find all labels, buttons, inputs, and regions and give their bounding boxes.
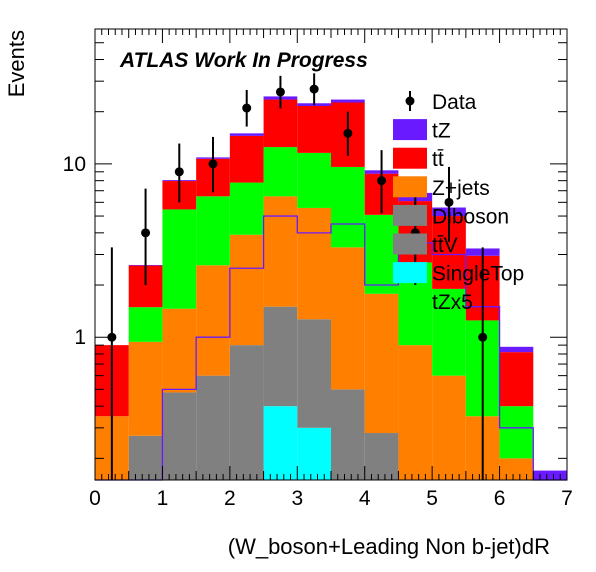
data-point xyxy=(377,176,387,186)
x-tick-label: 0 xyxy=(89,487,101,510)
legend-swatch-diboson xyxy=(393,204,427,226)
bar-green-2 xyxy=(162,209,197,309)
bar-diboson-1 xyxy=(128,435,163,480)
legend-label-zjets: Z+jets xyxy=(432,177,490,200)
bar-tt-4 xyxy=(229,135,264,183)
bar-z-jets-12 xyxy=(499,458,534,480)
legend-label-tzx5: tZx5 xyxy=(432,291,473,314)
legend-label-data: Data xyxy=(432,91,477,114)
bar-diboson-6 xyxy=(297,319,331,428)
stack-layer xyxy=(95,96,567,480)
bar-green-10 xyxy=(432,288,466,376)
bar-z-jets-1 xyxy=(128,341,163,436)
bar-tt-12 xyxy=(499,352,534,407)
x-axis-label: (W_boson+Leading Non b-jet)dR xyxy=(228,534,550,559)
bar-green-8 xyxy=(364,214,399,294)
legend-swatch-singletop xyxy=(393,262,427,284)
bar-z-jets-6 xyxy=(297,207,331,320)
tzx5-line xyxy=(95,215,567,481)
data-point xyxy=(309,84,319,94)
x-tick-label: 4 xyxy=(359,487,371,510)
bar-diboson-8 xyxy=(364,433,399,480)
x-tick-label: 7 xyxy=(561,487,573,510)
axes-layer: 0 1 2 3 4 5 6 7 1 10 xyxy=(63,28,573,510)
bar-green-6 xyxy=(297,152,331,208)
legend-swatch-zjets xyxy=(393,176,427,198)
bar-z-jets-9 xyxy=(398,345,433,480)
bar-tz-12 xyxy=(499,346,534,353)
legend-marker-data xyxy=(405,96,415,106)
bar-z-jets-5 xyxy=(263,196,298,307)
data-point xyxy=(208,159,218,169)
x-tick-label: 2 xyxy=(224,487,236,510)
bar-singletop-6 xyxy=(297,427,331,480)
bar-diboson-7 xyxy=(331,389,365,480)
x-tick-label: 1 xyxy=(157,487,169,510)
data-point xyxy=(141,228,151,238)
legend-label-tz: tZ xyxy=(432,120,451,143)
data-point xyxy=(478,332,488,342)
data-point xyxy=(343,128,353,138)
x-tick-label: 5 xyxy=(426,487,438,510)
bar-z-jets-4 xyxy=(229,234,264,346)
bar-tt-6 xyxy=(297,106,331,153)
bar-z-jets-2 xyxy=(162,308,197,393)
atlas-label: ATLAS Work In Progress xyxy=(119,49,368,72)
x-tick-label: 3 xyxy=(291,487,303,510)
data-point xyxy=(444,197,454,207)
bar-green-12 xyxy=(499,406,534,459)
tzx5-layer xyxy=(95,215,567,481)
bar-diboson-5 xyxy=(263,306,298,407)
text-layer: ATLAS Work In Progress (W_boson+Leading … xyxy=(4,30,550,559)
legend-label-tt: tt̄ xyxy=(432,148,444,171)
y-tick-label: 10 xyxy=(63,153,86,176)
legend-swatch-tz xyxy=(393,119,427,141)
legend-label-diboson: Diboson xyxy=(432,205,509,228)
bar-z-jets-7 xyxy=(331,247,365,390)
bar-green-3 xyxy=(196,196,230,266)
bar-green-4 xyxy=(229,182,264,235)
legend-swatch-ttv xyxy=(393,233,427,255)
bar-green-5 xyxy=(263,147,298,197)
bar-diboson-3 xyxy=(196,375,230,480)
bar-tz-13 xyxy=(533,470,567,480)
bar-singletop-5 xyxy=(263,406,298,480)
data-point xyxy=(174,167,184,177)
bar-z-jets-3 xyxy=(196,265,230,376)
bar-z-jets-8 xyxy=(364,293,399,434)
legend-swatch-tt xyxy=(393,147,427,169)
bar-green-7 xyxy=(331,166,365,248)
data-point xyxy=(242,103,252,113)
legend-label-singletop: SingleTop xyxy=(432,263,524,286)
bar-diboson-4 xyxy=(229,345,264,480)
bar-z-jets-10 xyxy=(432,375,466,480)
legend-label-ttv: tt̄V xyxy=(432,234,458,257)
y-tick-label: 1 xyxy=(74,326,86,349)
bar-green-1 xyxy=(128,307,163,342)
bar-diboson-2 xyxy=(162,392,197,480)
bar-tz-7 xyxy=(331,99,365,103)
bar-tz-4 xyxy=(229,133,264,136)
x-tick-label: 6 xyxy=(494,487,506,510)
data-point xyxy=(275,87,285,97)
legend: Data tZ tt̄ Z+jets Diboson tt̄V SingleTop tZx5 xyxy=(393,91,524,314)
y-axis-label: Events xyxy=(4,30,29,97)
